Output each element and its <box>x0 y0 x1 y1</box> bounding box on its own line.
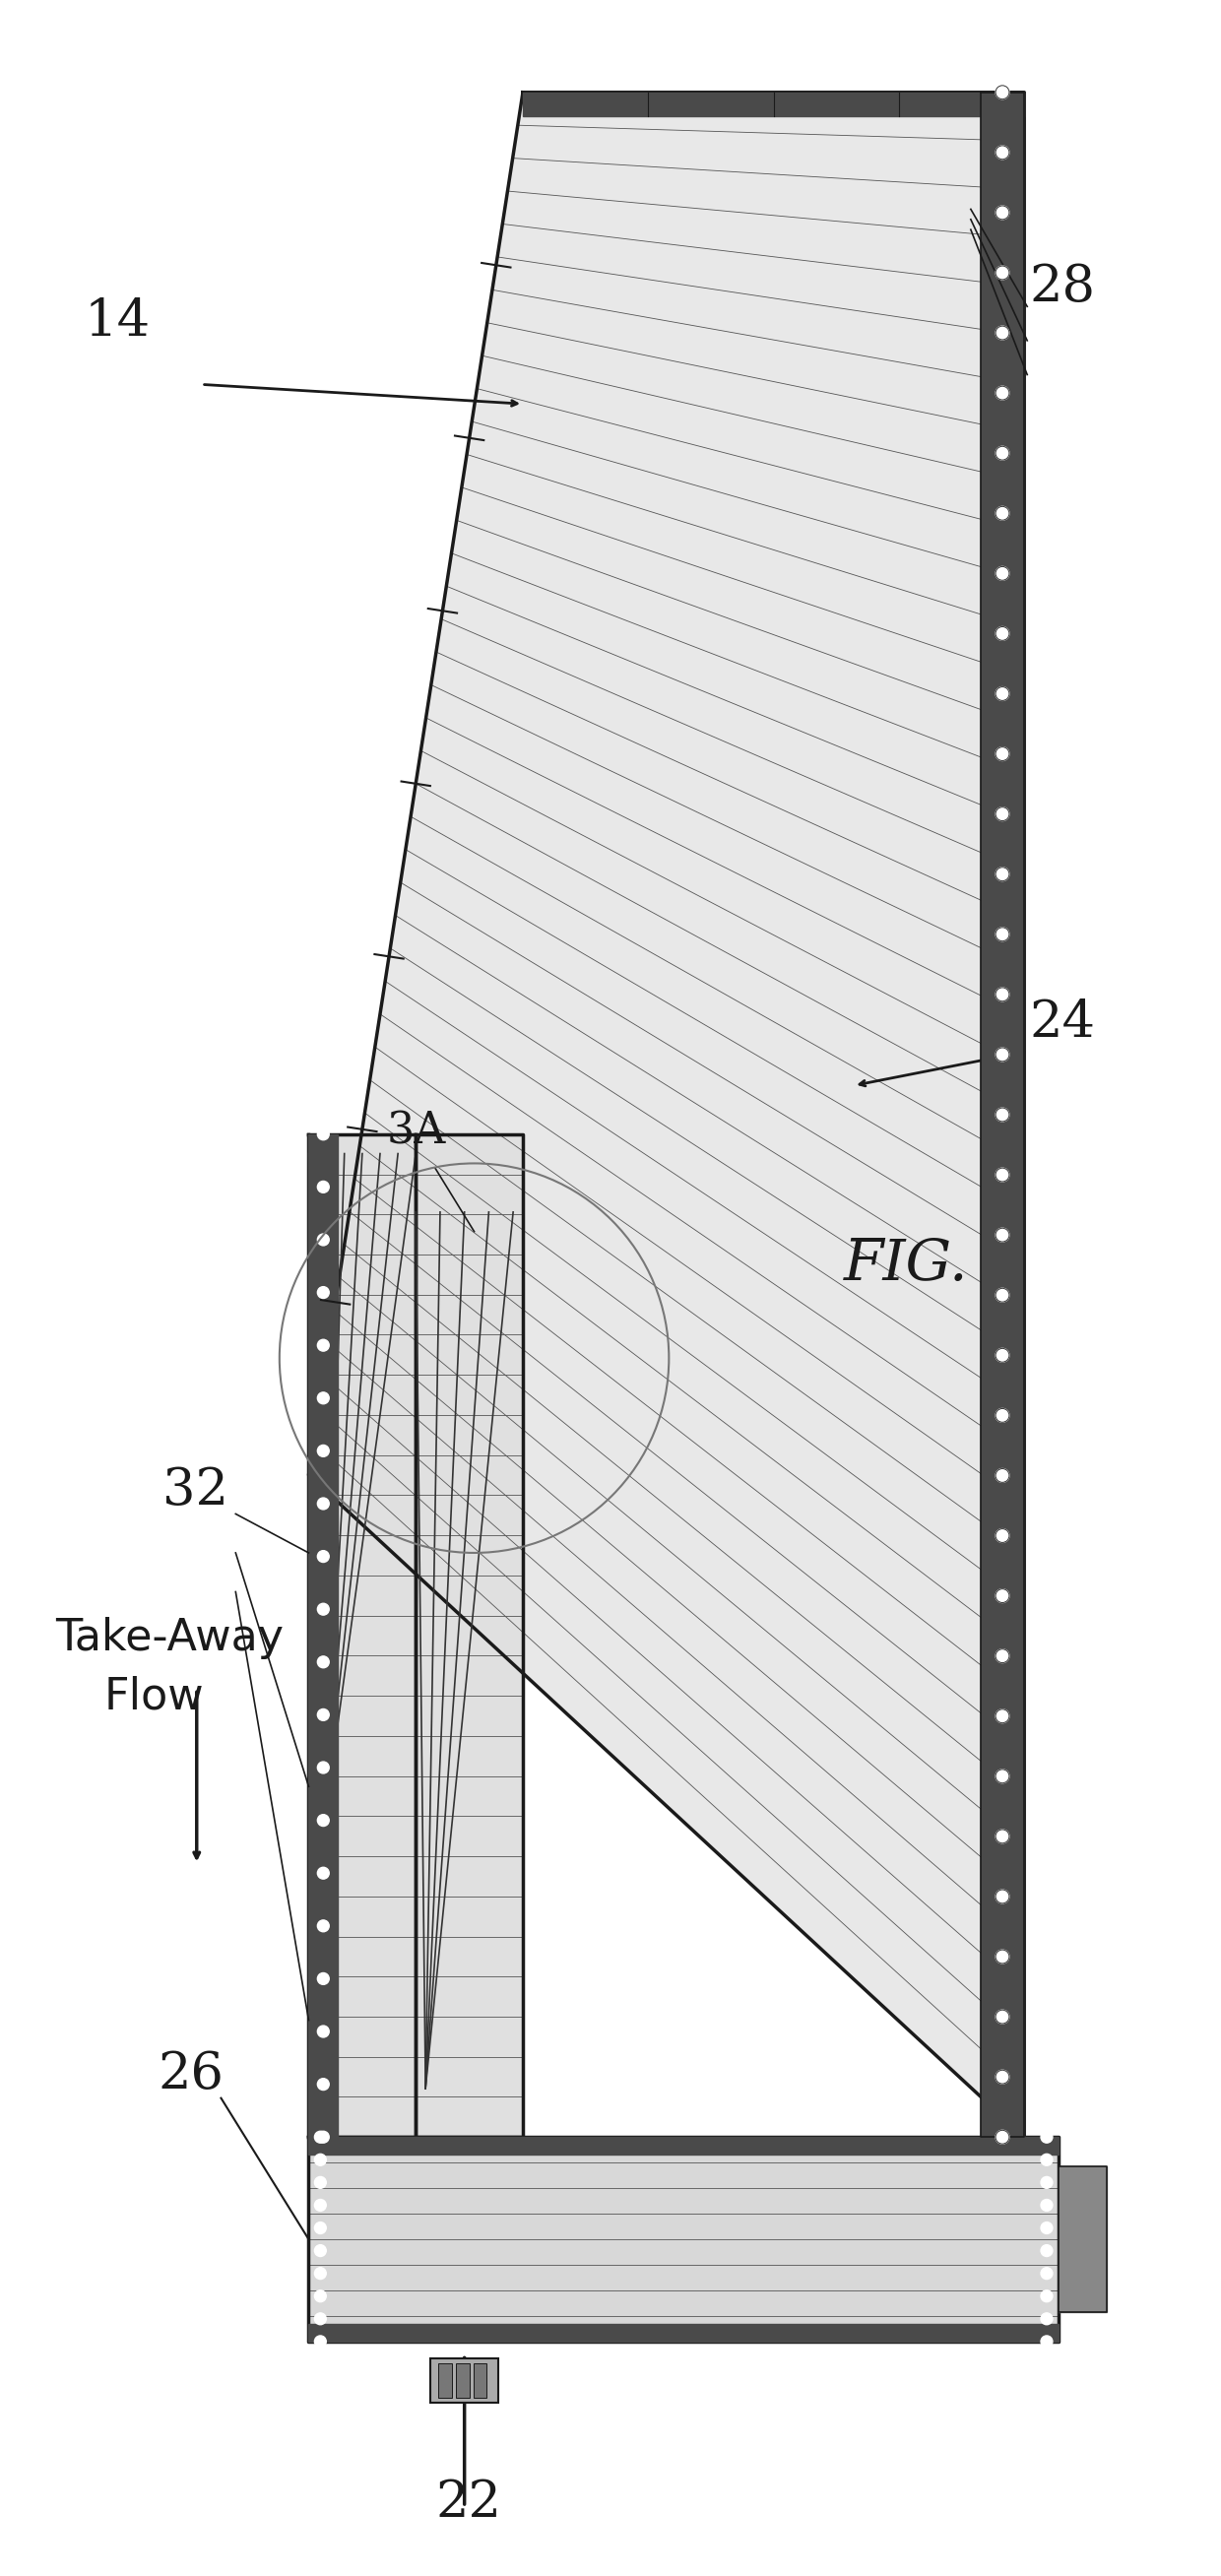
Polygon shape <box>309 2324 1059 2342</box>
Polygon shape <box>309 1133 338 2138</box>
Circle shape <box>995 1229 1010 1242</box>
Circle shape <box>317 1708 330 1721</box>
Circle shape <box>995 688 1010 701</box>
Text: 32: 32 <box>162 1466 228 1515</box>
Circle shape <box>995 206 1010 219</box>
Circle shape <box>1040 2130 1053 2143</box>
Polygon shape <box>980 93 1024 2138</box>
Text: 26: 26 <box>158 2048 223 2099</box>
Circle shape <box>995 1528 1010 1543</box>
Text: Take-Away: Take-Away <box>55 1618 284 1659</box>
Circle shape <box>315 2267 326 2280</box>
Polygon shape <box>309 2138 1059 2342</box>
Circle shape <box>995 1589 1010 1602</box>
Circle shape <box>1040 2200 1053 2210</box>
Circle shape <box>315 2130 326 2143</box>
Circle shape <box>317 1868 330 1878</box>
Circle shape <box>315 2200 326 2210</box>
Circle shape <box>1040 2290 1053 2303</box>
Circle shape <box>1040 2267 1053 2280</box>
Circle shape <box>995 446 1010 461</box>
Circle shape <box>995 868 1010 881</box>
Circle shape <box>995 85 1010 98</box>
Circle shape <box>317 1497 330 1510</box>
Circle shape <box>995 1710 1010 1723</box>
Circle shape <box>995 1108 1010 1121</box>
Text: 3A: 3A <box>387 1110 446 1151</box>
Circle shape <box>315 2177 326 2190</box>
Circle shape <box>995 2130 1010 2143</box>
Circle shape <box>995 1468 1010 1481</box>
Circle shape <box>317 1551 330 1561</box>
Circle shape <box>317 1391 330 1404</box>
Polygon shape <box>523 93 1024 116</box>
Circle shape <box>995 1347 1010 1363</box>
Circle shape <box>317 1285 330 1298</box>
Circle shape <box>1040 2223 1053 2233</box>
Circle shape <box>995 806 1010 822</box>
Circle shape <box>317 1602 330 1615</box>
Circle shape <box>317 1973 330 1984</box>
Circle shape <box>995 1409 1010 1422</box>
Circle shape <box>1040 2154 1053 2166</box>
Circle shape <box>315 2336 326 2347</box>
Circle shape <box>995 1770 1010 1783</box>
Polygon shape <box>309 93 1024 2138</box>
Polygon shape <box>309 1133 416 2138</box>
Circle shape <box>995 1167 1010 1182</box>
Text: 28: 28 <box>1029 263 1095 312</box>
Bar <box>438 2362 452 2398</box>
Circle shape <box>1040 2336 1053 2347</box>
Polygon shape <box>309 2138 1059 2154</box>
Circle shape <box>317 1919 330 1932</box>
Circle shape <box>1040 2244 1053 2257</box>
Circle shape <box>995 2009 1010 2025</box>
Circle shape <box>995 1048 1010 1061</box>
Circle shape <box>317 2025 330 2038</box>
Polygon shape <box>416 1133 523 2138</box>
Bar <box>455 2362 469 2398</box>
Circle shape <box>995 147 1010 160</box>
Text: 14: 14 <box>84 296 151 348</box>
Circle shape <box>317 1762 330 1772</box>
Circle shape <box>995 386 1010 399</box>
Circle shape <box>317 1128 330 1141</box>
Circle shape <box>995 2071 1010 2084</box>
Circle shape <box>995 265 1010 281</box>
Circle shape <box>995 507 1010 520</box>
Circle shape <box>315 2244 326 2257</box>
Circle shape <box>995 1891 1010 1904</box>
Circle shape <box>315 2154 326 2166</box>
Circle shape <box>995 1649 1010 1662</box>
Circle shape <box>995 927 1010 940</box>
Circle shape <box>995 626 1010 641</box>
Circle shape <box>995 1829 1010 1844</box>
Circle shape <box>315 2290 326 2303</box>
Bar <box>474 2362 487 2398</box>
Circle shape <box>995 747 1010 760</box>
Circle shape <box>317 2130 330 2143</box>
Circle shape <box>317 2079 330 2089</box>
Text: 24: 24 <box>1029 997 1095 1048</box>
Text: FIG. 3: FIG. 3 <box>844 1236 1023 1293</box>
Circle shape <box>317 1445 330 1455</box>
Circle shape <box>1040 2177 1053 2190</box>
Circle shape <box>317 1234 330 1247</box>
Circle shape <box>315 2313 326 2324</box>
Circle shape <box>317 1814 330 1826</box>
Circle shape <box>317 1656 330 1667</box>
Circle shape <box>995 327 1010 340</box>
Circle shape <box>317 1182 330 1193</box>
Circle shape <box>315 2223 326 2233</box>
Text: Flow: Flow <box>104 1674 204 1718</box>
Circle shape <box>995 1950 1010 1963</box>
Polygon shape <box>1059 2166 1107 2313</box>
Circle shape <box>317 1340 330 1352</box>
Circle shape <box>995 567 1010 580</box>
Text: 22: 22 <box>435 2478 501 2527</box>
Circle shape <box>1040 2313 1053 2324</box>
Circle shape <box>995 987 1010 1002</box>
Bar <box>430 2360 498 2403</box>
Circle shape <box>995 1288 1010 1301</box>
